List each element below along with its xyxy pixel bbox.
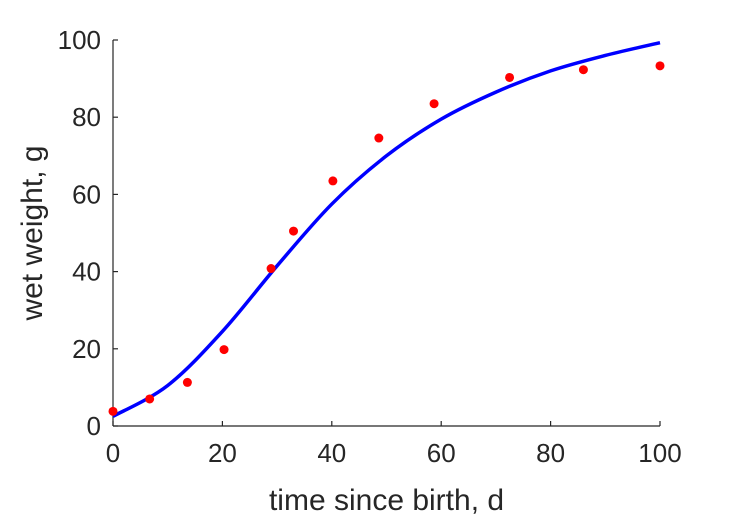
data-point [145,394,155,404]
data-point [374,133,384,143]
y-axis-label: wet weight, g [16,145,49,321]
y-tick-label: 80 [72,102,101,132]
data-point [219,345,229,355]
data-point [289,226,299,236]
fit-curve [112,40,661,418]
data-point [328,176,338,186]
data-point [578,65,588,75]
data-point [108,406,118,416]
data-point [182,377,192,387]
x-tick-label: 0 [106,438,120,468]
x-tick-label: 40 [317,438,346,468]
y-tick-label: 20 [72,334,101,364]
x-tick-label: 80 [536,438,565,468]
data-point [429,99,439,109]
plot-area [108,40,665,418]
y-tick-label: 40 [72,257,101,287]
data-point [655,61,665,71]
y-tick-label: 100 [58,25,101,55]
data-point [505,72,515,82]
tick-group: 0 20 40 60 80 100 0 20 40 60 80 100 [58,25,682,468]
x-axis-label: time since birth, d [269,484,504,517]
axes [112,40,660,427]
data-point [266,264,276,274]
y-tick-label: 0 [87,411,101,441]
x-tick-label: 60 [427,438,456,468]
y-tick-label: 60 [72,179,101,209]
x-tick-label: 20 [208,438,237,468]
x-tick-label: 100 [638,438,681,468]
